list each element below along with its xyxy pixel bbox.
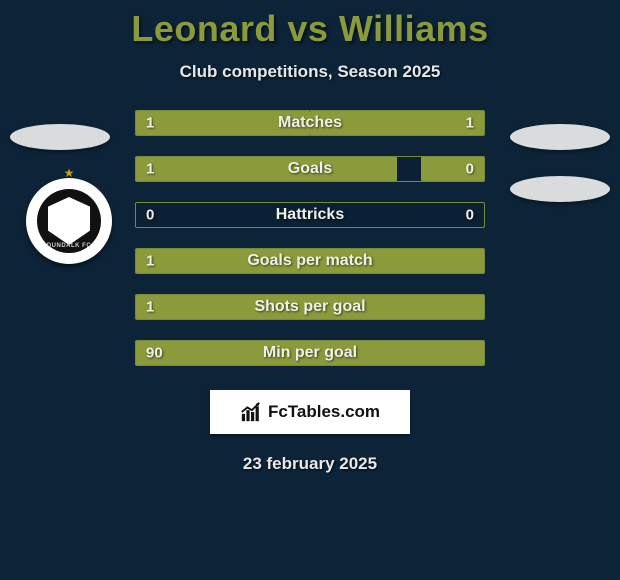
club-crest: ★ DUNDALK FC — [26, 178, 112, 264]
crest-shield-icon: DUNDALK FC — [37, 189, 101, 253]
stat-value-left: 1 — [146, 115, 154, 132]
bar-left — [136, 249, 484, 273]
stat-row: 0 0Hattricks — [135, 202, 485, 228]
stat-row: 1Shots per goal — [135, 294, 485, 320]
date-label: 23 february 2025 — [0, 454, 620, 474]
stat-label: Hattricks — [136, 206, 484, 224]
stat-row: 90Min per goal — [135, 340, 485, 366]
crest-text: DUNDALK FC — [47, 243, 91, 249]
stat-row: 10Goals — [135, 156, 485, 182]
bar-left — [136, 111, 310, 135]
brand-badge: FcTables.com — [210, 390, 410, 434]
stat-value-left: 1 — [146, 161, 154, 178]
star-icon: ★ — [64, 166, 75, 180]
stat-value-left: 0 — [146, 207, 154, 224]
stat-row: 1Goals per match — [135, 248, 485, 274]
page-title: Leonard vs Williams — [0, 8, 620, 50]
team-badge-right-2 — [510, 176, 610, 202]
stat-value-left: 1 — [146, 299, 154, 316]
stat-value-left: 90 — [146, 345, 163, 362]
stat-row: 11Matches — [135, 110, 485, 136]
team-badge-left — [10, 124, 110, 150]
stat-value-right: 0 — [466, 161, 474, 178]
bar-left — [136, 295, 484, 319]
subtitle: Club competitions, Season 2025 — [0, 62, 620, 82]
team-badge-right — [510, 124, 610, 150]
stat-value-right: 1 — [466, 115, 474, 132]
bar-left — [136, 157, 397, 181]
chart-growth-icon — [240, 401, 262, 423]
stats-block: 11Matches10Goals00Hattricks1Goals per ma… — [135, 110, 485, 366]
stat-value-right: 0 — [466, 207, 474, 224]
brand-label: FcTables.com — [268, 402, 380, 422]
bar-right — [421, 157, 484, 181]
stat-value-left: 1 — [146, 253, 154, 270]
bar-left — [136, 341, 484, 365]
bar-right — [310, 111, 484, 135]
